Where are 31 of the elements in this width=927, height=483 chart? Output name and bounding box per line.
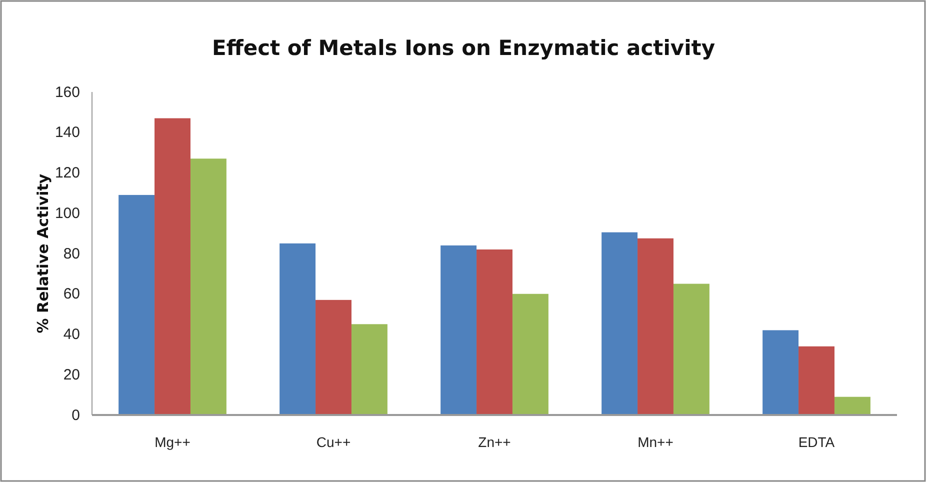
bar xyxy=(118,194,155,415)
bar xyxy=(154,118,190,415)
y-tick-label: 0 xyxy=(72,406,80,424)
bar xyxy=(190,158,226,415)
chart-title: Effect of Metals Ions on Enzymatic activity xyxy=(212,36,716,60)
y-tick-label: 120 xyxy=(54,164,80,182)
x-tick-label: Zn++ xyxy=(478,434,511,450)
y-tick-label: 80 xyxy=(63,245,80,262)
x-tick-label: EDTA xyxy=(798,434,836,450)
y-tick-label: 160 xyxy=(54,84,80,101)
bar xyxy=(440,245,477,415)
y-tick-label: 60 xyxy=(63,286,80,303)
y-tick-label: 40 xyxy=(63,326,80,344)
bar xyxy=(512,294,548,415)
bar xyxy=(316,300,352,415)
y-tick-label: 100 xyxy=(54,204,80,222)
bar xyxy=(673,284,710,415)
bar xyxy=(762,330,799,415)
bar xyxy=(476,249,512,415)
y-tick-label: 140 xyxy=(54,124,80,142)
x-tick-label: Cu++ xyxy=(316,434,351,450)
bar xyxy=(638,238,674,415)
y-tick-label: 20 xyxy=(63,366,80,384)
bar xyxy=(351,324,388,415)
bar xyxy=(602,232,638,415)
y-axis-title: % Relative Activity xyxy=(34,174,52,334)
x-tick-label: Mn++ xyxy=(638,434,674,450)
x-tick-label: Mg++ xyxy=(154,434,190,450)
bar xyxy=(798,346,834,415)
bar xyxy=(280,243,316,415)
bar xyxy=(834,396,870,415)
